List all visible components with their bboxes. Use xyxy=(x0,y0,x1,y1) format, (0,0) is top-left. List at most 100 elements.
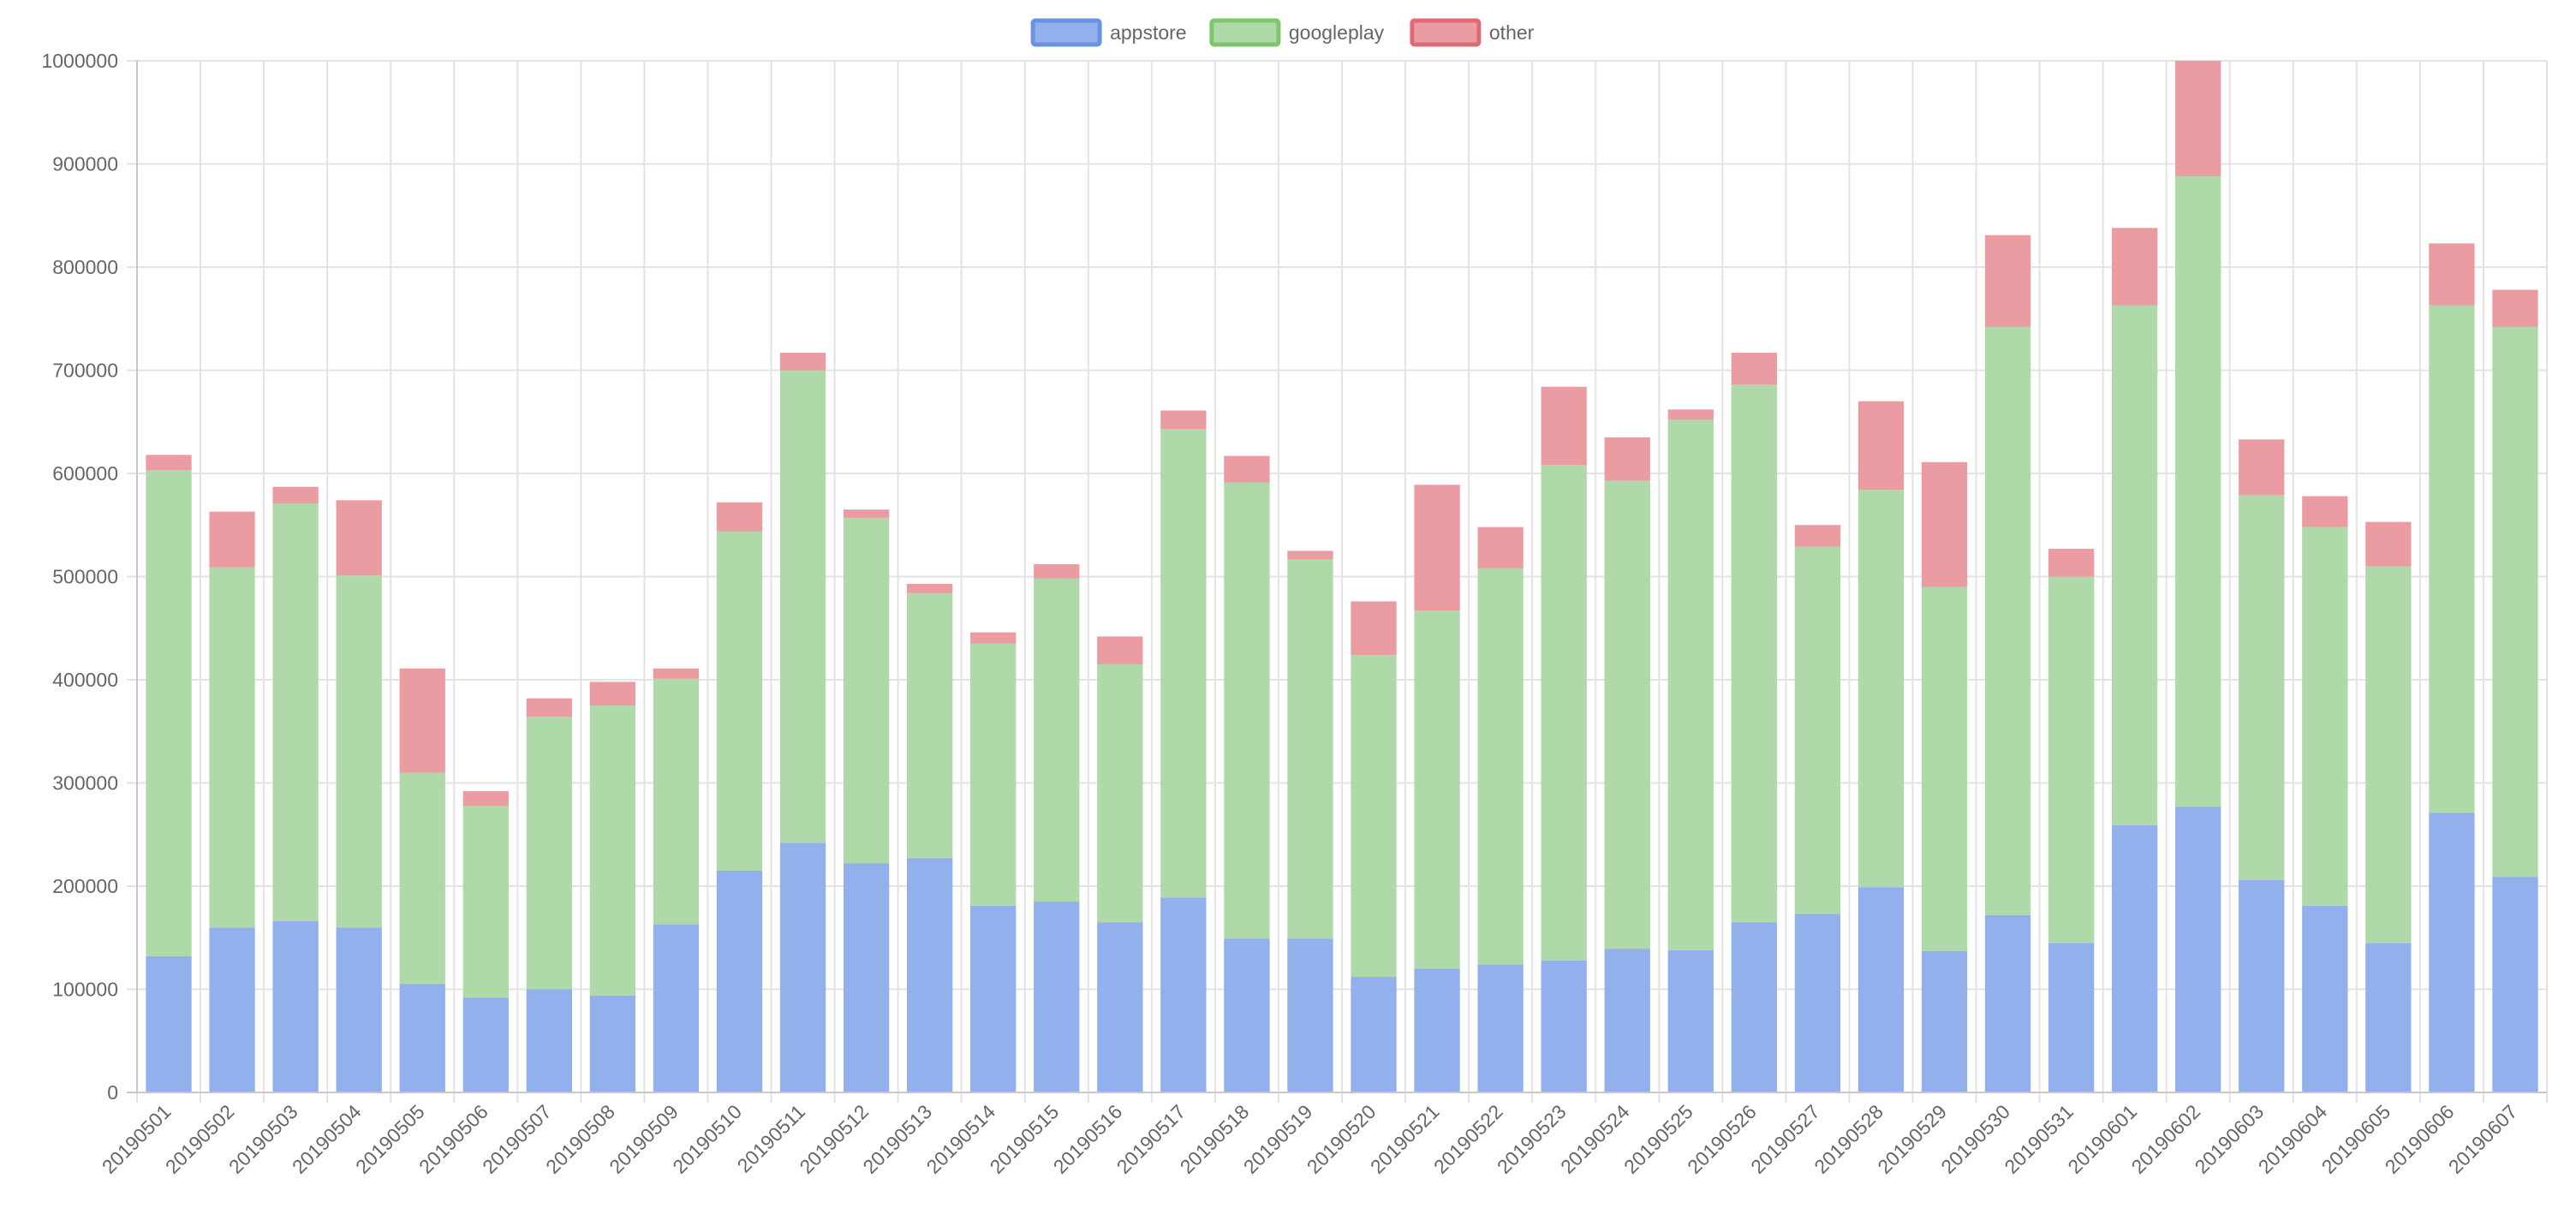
bar-segment-appstore[interactable] xyxy=(1731,922,1778,1092)
bar-segment-appstore[interactable] xyxy=(2492,877,2538,1092)
bar-segment-other[interactable] xyxy=(1857,401,1905,491)
bar-segment-googleplay[interactable] xyxy=(2492,326,2538,878)
bar-segment-other[interactable] xyxy=(2492,289,2538,327)
bar-segment-appstore[interactable] xyxy=(970,905,1017,1092)
bar-segment-other[interactable] xyxy=(399,668,445,773)
bar-segment-other[interactable] xyxy=(2429,243,2475,306)
legend-label-googleplay[interactable]: googleplay xyxy=(1289,21,1385,44)
bar-segment-appstore[interactable] xyxy=(1477,964,1524,1092)
bar-segment-appstore[interactable] xyxy=(272,920,319,1092)
bar-segment-other[interactable] xyxy=(2365,521,2412,567)
bar-segment-other[interactable] xyxy=(843,509,890,518)
bar-segment-googleplay[interactable] xyxy=(906,592,953,859)
bar-segment-googleplay[interactable] xyxy=(146,470,192,956)
bar-segment-googleplay[interactable] xyxy=(1034,578,1080,902)
bar-segment-googleplay[interactable] xyxy=(1604,480,1650,949)
legend-swatch-googleplay[interactable] xyxy=(1209,18,1281,47)
bar-segment-other[interactable] xyxy=(2239,439,2285,496)
bar-segment-other[interactable] xyxy=(1034,564,1080,579)
bar-segment-appstore[interactable] xyxy=(2429,812,2475,1092)
bar-segment-appstore[interactable] xyxy=(1160,897,1207,1092)
bar-segment-appstore[interactable] xyxy=(2111,824,2158,1092)
bar-segment-appstore[interactable] xyxy=(2302,905,2348,1092)
bar-segment-other[interactable] xyxy=(1160,410,1207,430)
bar-segment-appstore[interactable] xyxy=(1604,949,1650,1092)
bar-segment-googleplay[interactable] xyxy=(970,643,1017,906)
bar-segment-appstore[interactable] xyxy=(399,984,445,1092)
bar-segment-other[interactable] xyxy=(2175,61,2221,176)
bar-segment-googleplay[interactable] xyxy=(779,370,826,843)
bar-segment-googleplay[interactable] xyxy=(2429,305,2475,813)
bar-segment-other[interactable] xyxy=(1984,235,2031,327)
bar-segment-googleplay[interactable] xyxy=(1667,420,1714,950)
bar-segment-other[interactable] xyxy=(906,583,953,593)
bar-segment-googleplay[interactable] xyxy=(209,567,255,928)
bar-segment-appstore[interactable] xyxy=(1857,887,1905,1092)
bar-segment-googleplay[interactable] xyxy=(2175,176,2221,807)
bar-segment-other[interactable] xyxy=(336,500,382,576)
bar-segment-googleplay[interactable] xyxy=(336,575,382,928)
bar-segment-appstore[interactable] xyxy=(336,927,382,1092)
bar-segment-other[interactable] xyxy=(2302,496,2348,527)
bar-segment-appstore[interactable] xyxy=(2048,943,2095,1092)
bar-segment-googleplay[interactable] xyxy=(399,772,445,985)
bar-segment-appstore[interactable] xyxy=(462,997,509,1092)
bar-segment-appstore[interactable] xyxy=(1097,922,1143,1092)
bar-segment-googleplay[interactable] xyxy=(1224,482,1270,939)
legend-label-other[interactable]: other xyxy=(1489,21,1535,44)
bar-segment-appstore[interactable] xyxy=(906,858,953,1092)
bar-segment-other[interactable] xyxy=(1667,409,1714,420)
bar-segment-googleplay[interactable] xyxy=(2365,566,2412,943)
bar-segment-other[interactable] xyxy=(1541,386,1587,466)
bar-segment-googleplay[interactable] xyxy=(1351,655,1397,978)
bar-segment-appstore[interactable] xyxy=(2365,943,2412,1092)
bar-segment-other[interactable] xyxy=(272,486,319,503)
bar-segment-googleplay[interactable] xyxy=(1541,465,1587,961)
bar-segment-googleplay[interactable] xyxy=(1731,384,1778,923)
bar-segment-other[interactable] xyxy=(653,668,700,679)
bar-segment-other[interactable] xyxy=(1287,551,1333,560)
bar-segment-googleplay[interactable] xyxy=(1287,559,1333,939)
bar-segment-appstore[interactable] xyxy=(653,924,700,1092)
bar-segment-other[interactable] xyxy=(462,791,509,806)
bar-segment-other[interactable] xyxy=(1414,485,1460,611)
bar-segment-appstore[interactable] xyxy=(843,863,890,1092)
bar-segment-other[interactable] xyxy=(1794,525,1841,547)
legend-swatch-appstore[interactable] xyxy=(1030,18,1102,47)
bar-segment-googleplay[interactable] xyxy=(1794,546,1841,914)
bar-segment-other[interactable] xyxy=(716,502,763,532)
bar-segment-other[interactable] xyxy=(1731,353,1778,385)
bar-segment-googleplay[interactable] xyxy=(1414,610,1460,969)
bar-segment-other[interactable] xyxy=(1921,461,1968,587)
bar-segment-appstore[interactable] xyxy=(1351,977,1397,1092)
bar-segment-other[interactable] xyxy=(779,353,826,371)
bar-segment-appstore[interactable] xyxy=(209,927,255,1092)
bar-segment-appstore[interactable] xyxy=(779,842,826,1092)
bar-segment-googleplay[interactable] xyxy=(843,517,890,864)
bar-segment-other[interactable] xyxy=(146,455,192,471)
bar-segment-googleplay[interactable] xyxy=(526,717,573,990)
bar-segment-other[interactable] xyxy=(1351,601,1397,656)
bar-segment-other[interactable] xyxy=(526,698,573,717)
bar-segment-appstore[interactable] xyxy=(1287,938,1333,1092)
legend-swatch-other[interactable] xyxy=(1410,18,1482,47)
bar-segment-appstore[interactable] xyxy=(1541,960,1587,1092)
bar-segment-appstore[interactable] xyxy=(2175,806,2221,1092)
bar-segment-googleplay[interactable] xyxy=(462,806,509,998)
bar-segment-googleplay[interactable] xyxy=(1477,568,1524,965)
bar-segment-appstore[interactable] xyxy=(716,870,763,1092)
bar-segment-googleplay[interactable] xyxy=(1921,586,1968,951)
bar-segment-googleplay[interactable] xyxy=(1160,429,1207,898)
bar-segment-other[interactable] xyxy=(209,511,255,568)
bar-segment-googleplay[interactable] xyxy=(1857,490,1905,888)
bar-segment-other[interactable] xyxy=(2111,228,2158,306)
bar-segment-appstore[interactable] xyxy=(589,995,636,1092)
bar-segment-googleplay[interactable] xyxy=(2302,527,2348,906)
bar-segment-appstore[interactable] xyxy=(146,955,192,1092)
bar-segment-googleplay[interactable] xyxy=(2111,305,2158,825)
bar-segment-other[interactable] xyxy=(1224,455,1270,483)
bar-segment-appstore[interactable] xyxy=(1034,902,1080,1092)
bar-segment-googleplay[interactable] xyxy=(716,531,763,871)
bar-segment-appstore[interactable] xyxy=(526,989,573,1093)
bar-segment-other[interactable] xyxy=(1097,636,1143,664)
